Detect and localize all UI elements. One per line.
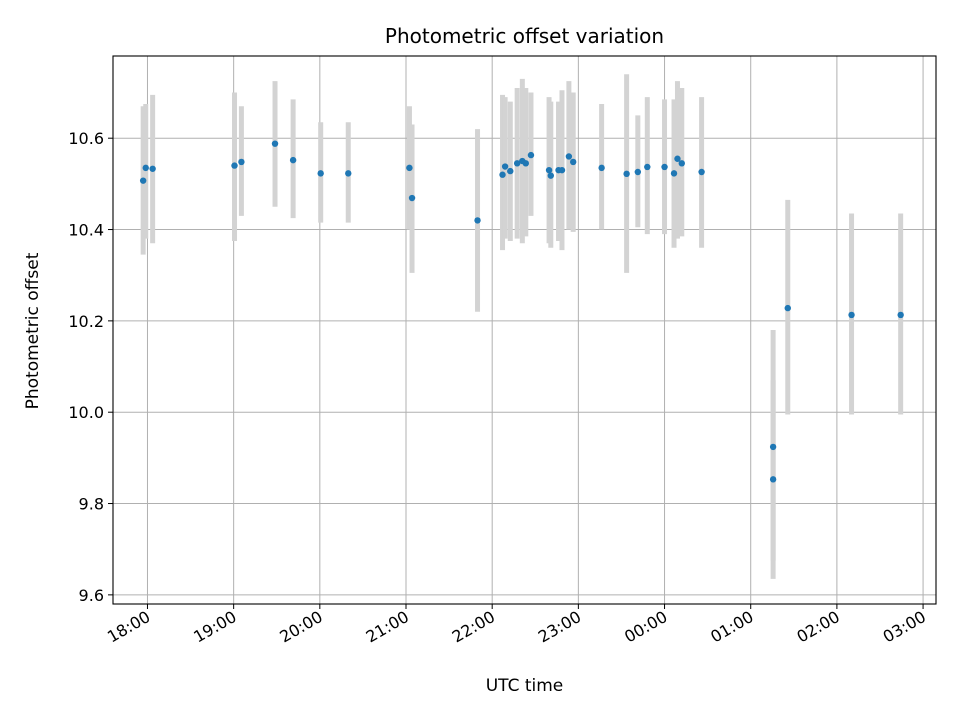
data-point (231, 162, 238, 169)
data-point (670, 170, 678, 177)
data-point (406, 164, 413, 172)
data-point (569, 158, 577, 166)
data-point (769, 476, 777, 483)
data-point (678, 160, 685, 167)
y-tick-label: 10.2 (68, 312, 104, 331)
data-point (507, 167, 514, 175)
chart-title: Photometric offset variation (385, 24, 664, 48)
data-point (149, 165, 156, 172)
data-point (271, 140, 279, 147)
data-point (565, 153, 573, 160)
y-tick-label: 9.6 (79, 586, 104, 605)
data-point (897, 311, 904, 319)
plot-frame (112, 55, 937, 605)
data-point (848, 311, 855, 319)
data-point (501, 163, 509, 170)
data-point (238, 158, 245, 166)
data-point (474, 217, 481, 224)
y-tick-label: 10.4 (68, 221, 104, 240)
y-tick-label: 9.8 (79, 495, 104, 514)
y-tick-label: 10.6 (68, 129, 104, 148)
y-axis-title: Photometric offset (23, 252, 43, 409)
data-point (661, 163, 668, 171)
data-point (598, 164, 605, 172)
data-point (769, 443, 777, 451)
data-point (513, 160, 521, 167)
data-point (142, 164, 149, 172)
y-tick-label: 10.0 (68, 403, 104, 422)
data-point (547, 172, 554, 179)
data-point (623, 170, 630, 178)
data-points (139, 140, 904, 483)
x-axis-title: UTC time (486, 676, 564, 696)
data-point (698, 168, 705, 176)
data-point (558, 166, 566, 174)
data-point (522, 160, 529, 167)
data-point (408, 194, 416, 202)
data-point (674, 155, 681, 162)
data-point (345, 170, 352, 177)
data-point (527, 151, 535, 159)
data-point (139, 177, 147, 184)
data-point (644, 163, 651, 171)
data-point (289, 156, 297, 164)
data-point (784, 304, 791, 312)
data-point (545, 166, 553, 174)
data-point (499, 171, 506, 178)
y-axis-ticks: 9.6 9.8 10.0 10.2 10.4 10.6 (68, 129, 113, 605)
data-point (634, 168, 642, 176)
data-point (317, 170, 324, 177)
